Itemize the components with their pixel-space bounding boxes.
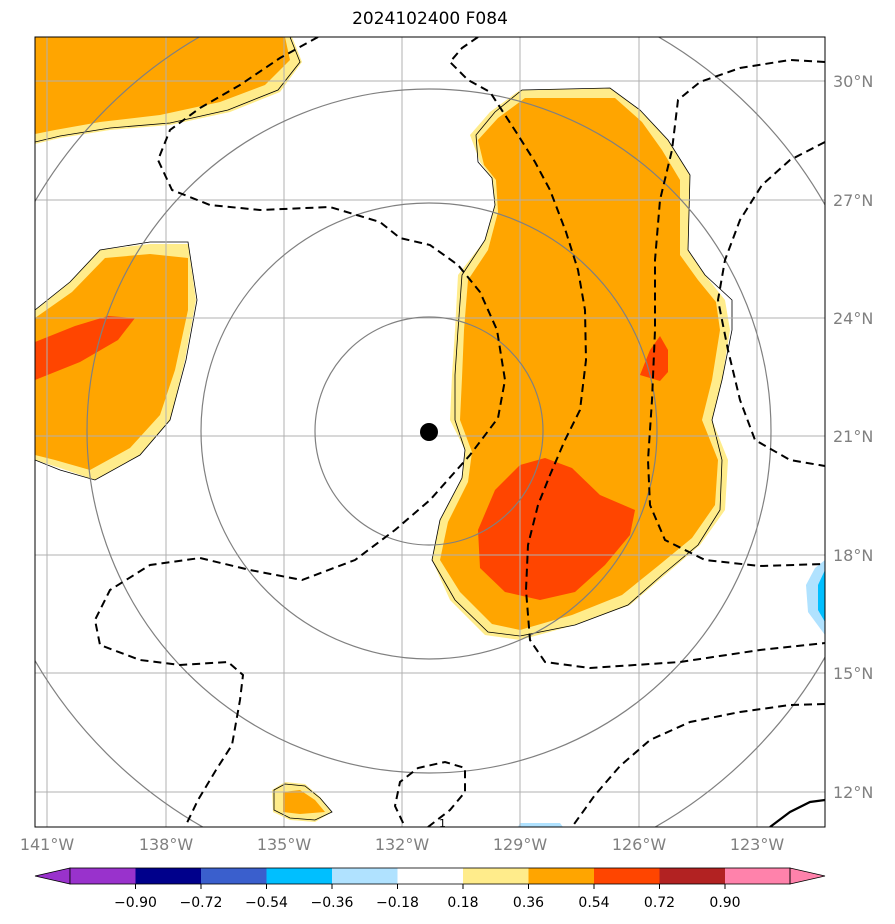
colorbar-tick-label: −0.36 (311, 895, 354, 911)
lat-label: 24°N (833, 309, 873, 328)
lon-label: 135°W (257, 835, 312, 854)
colorbar-tick-label: 0.90 (709, 895, 740, 911)
colorbar: −0.90 −0.72 −0.54 −0.36 −0.18 0.18 0.36 … (34, 867, 826, 911)
colorbar-bin-light-blue (332, 868, 398, 884)
outline-main (431, 87, 733, 637)
lon-label: 129°W (493, 835, 548, 854)
contour-label: 1 (439, 817, 446, 830)
lon-label: 123°W (730, 835, 785, 854)
lon-label: 141°W (20, 835, 75, 854)
contour-dashed-southeast (571, 703, 825, 827)
contour-solid-southeast (769, 798, 825, 827)
colorbar-bin-deep-sky-blue (266, 868, 332, 884)
colorbar-tick-label: 0.54 (578, 895, 609, 911)
outline-left (35, 241, 198, 481)
shade-red-left (35, 316, 135, 380)
outline-topleft (35, 37, 301, 143)
colorbar-bin-pink (725, 868, 790, 884)
lon-label: 138°W (139, 835, 194, 854)
colorbar-bin-light-yellow (463, 868, 529, 884)
contour-dashed-north (93, 37, 507, 827)
shade-deep-sky-blue-east (818, 570, 825, 622)
colorbar-tick-label: 0.18 (447, 895, 478, 911)
shade-red-main-south (478, 458, 635, 600)
colorbar-bin-purple (70, 868, 136, 884)
graticule (35, 37, 825, 827)
shade-outlines (35, 37, 733, 821)
colorbar-bin-red-orange (594, 868, 660, 884)
colorbar-extend-min (34, 867, 71, 885)
contour-dashed-east-inner (646, 58, 825, 568)
colorbar-tick-label: −0.54 (245, 895, 288, 911)
map-title: 2024102400 F084 (352, 9, 508, 29)
colorbar-bin-white (397, 868, 463, 884)
lat-label: 15°N (833, 664, 873, 683)
shade-light-blue-bottom (518, 823, 563, 827)
lon-labels: 141°W 138°W 135°W 132°W 129°W 126°W 123°… (20, 835, 785, 854)
range-ring-3 (86, 88, 772, 774)
colorbar-bin-firebrick (659, 868, 725, 884)
dashed-contours (93, 37, 825, 827)
colorbar-extend-max (789, 867, 826, 885)
map-frame (34, 36, 826, 828)
range-rings (35, 37, 825, 827)
lat-label: 27°N (833, 191, 873, 210)
contour-dashed-south-closed (393, 760, 466, 827)
shade-orange-spot (283, 790, 325, 814)
anomaly-shading (35, 37, 825, 827)
lon-label: 126°W (612, 835, 667, 854)
lat-label: 21°N (833, 427, 873, 446)
contour-dashed-east-outer (716, 141, 825, 467)
contour-dashed-center (448, 37, 825, 670)
colorbar-bin-royal-blue (201, 868, 267, 884)
shade-orange-topleft (35, 37, 290, 134)
colorbar-tick-label: 0.72 (644, 895, 675, 911)
colorbar-tick-label: −0.90 (114, 895, 157, 911)
lat-label: 12°N (833, 783, 873, 802)
storm-center-marker (420, 423, 438, 441)
colorbar-frame (69, 867, 791, 885)
lon-label: 132°W (375, 835, 430, 854)
map-plot-area (35, 37, 825, 827)
colorbar-bin-navy (135, 868, 201, 884)
shade-orange-left (35, 254, 188, 470)
colorbar-tick-label: −0.18 (376, 895, 419, 911)
lat-label: 30°N (833, 72, 873, 91)
range-ring-1 (314, 316, 544, 546)
shade-light-blue-east (806, 560, 825, 635)
range-ring-2 (200, 202, 658, 660)
outline-spot (273, 783, 333, 821)
lat-label: 18°N (833, 546, 873, 565)
colorbar-tick-label: −0.72 (180, 895, 223, 911)
colorbar-tick-label: 0.36 (513, 895, 544, 911)
colorbar-bin-orange (528, 868, 594, 884)
lat-labels: 30°N 27°N 24°N 21°N 18°N 15°N 12°N (833, 72, 873, 802)
